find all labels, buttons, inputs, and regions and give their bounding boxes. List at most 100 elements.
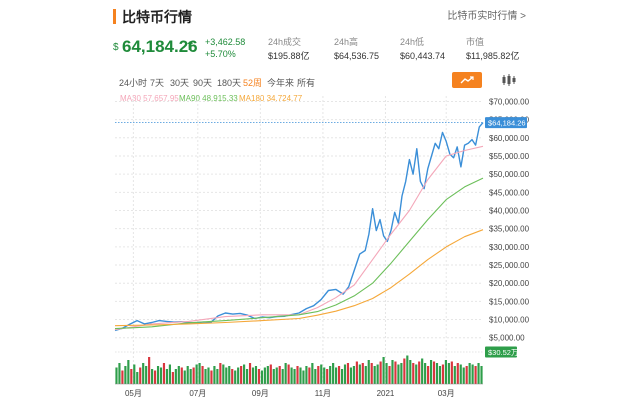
volume-bar <box>471 364 474 384</box>
volume-bar <box>326 369 329 384</box>
volume-bar <box>385 363 388 384</box>
volume-bar <box>186 366 189 384</box>
volume-bar <box>183 370 186 384</box>
volume-bar <box>204 369 207 384</box>
volume-bar <box>133 364 136 384</box>
volume-tag <box>485 346 517 358</box>
x-tick-label: 11月 <box>315 389 331 398</box>
volume-bar <box>477 363 480 384</box>
volume-bar <box>329 366 332 384</box>
volume-bar <box>400 363 403 384</box>
x-tick-label: 07月 <box>189 389 206 398</box>
y-tick-label: $45,000.00 <box>489 188 530 197</box>
volume-bar <box>124 366 127 384</box>
x-tick-label: 03月 <box>438 389 455 398</box>
current-price-label: $64,184.26 <box>488 119 526 128</box>
volume-bar <box>314 369 317 384</box>
volume-bar <box>379 361 382 384</box>
volume-bar <box>189 369 192 384</box>
tab-all[interactable]: 所有 <box>297 78 316 88</box>
series-line-ma90 <box>114 177 484 330</box>
volume-bar <box>388 366 391 384</box>
volume-bar <box>427 366 430 384</box>
tab-30d[interactable]: 30天 <box>170 78 190 88</box>
stat-market-cap: 市值 $11,985.82亿 <box>466 36 519 62</box>
volume-bar <box>156 366 160 384</box>
stat-24h-low: 24h低 $60,443.74 <box>400 36 445 62</box>
volume-bar <box>225 367 228 384</box>
volume-bar <box>266 366 269 384</box>
volume-bar <box>248 363 252 384</box>
volume-bar <box>207 367 210 384</box>
tab-52w[interactable]: 52周 <box>243 78 263 88</box>
volume-bar <box>290 367 293 384</box>
volume-bar <box>376 364 379 384</box>
y-tick-label: $5,000.00 <box>489 334 525 343</box>
volume-bar <box>162 363 166 384</box>
x-tick-label: 05月 <box>125 389 142 398</box>
volume-bar <box>293 369 296 384</box>
stat-value: $64,536.75 <box>334 51 380 61</box>
y-tick-label: $50,000.00 <box>489 170 530 179</box>
volume-bar <box>459 364 462 384</box>
ma30-legend: MA30 57,657.95 <box>120 94 179 103</box>
current-price: 64,184.26 <box>122 37 198 56</box>
price-change: +3,462.58 +5.70% <box>205 36 245 60</box>
stat-label: 市值 <box>466 37 485 47</box>
tab-24h[interactable]: 24小时 <box>119 78 148 88</box>
y-tick-label: $40,000.00 <box>489 207 530 216</box>
volume-bar <box>272 369 275 384</box>
tab-180d[interactable]: 180天 <box>217 78 242 88</box>
volume-bar <box>340 369 344 384</box>
volume-bar <box>278 366 281 384</box>
realtime-quote-link[interactable]: 比特币实时行情 > <box>447 11 526 22</box>
volume-bar <box>409 360 412 384</box>
volume-bar <box>299 367 302 384</box>
volume-bar <box>216 369 219 384</box>
volume-bar <box>121 370 124 384</box>
volume-bar <box>311 363 314 384</box>
volume-bar <box>361 363 364 384</box>
line-chart-button[interactable] <box>452 72 482 88</box>
volume-bar <box>257 369 261 384</box>
stat-24h-high: 24h高 $64,536.75 <box>334 36 379 62</box>
stat-value: $60,443.74 <box>400 51 446 61</box>
volume-bar <box>465 366 468 384</box>
volume-bar <box>263 367 266 384</box>
volume-bar <box>332 363 335 384</box>
volume-bar <box>240 366 243 384</box>
candlestick-icon <box>502 74 516 86</box>
ma90-legend: MA90 48,915.33 <box>179 94 238 103</box>
tab-90d[interactable]: 90天 <box>193 78 213 88</box>
range-tabs: 24小时 7天 30天 90天 180天 52周 今年来 所有 <box>113 72 526 90</box>
volume-bar <box>391 360 394 384</box>
volume-bar <box>177 366 180 384</box>
candlestick-button[interactable] <box>494 72 524 88</box>
volume-bar <box>468 363 471 384</box>
volume-bar <box>130 369 133 384</box>
volume-bar <box>474 366 477 384</box>
volume-bar <box>195 364 198 384</box>
volume-bar <box>432 361 436 384</box>
ma180-legend: MA180 34,724.77 <box>239 94 303 103</box>
volume-bar <box>308 367 311 384</box>
volume-bar <box>284 363 287 384</box>
volume-label: $30.52万 <box>488 348 519 357</box>
series-line-ma180 <box>114 229 484 327</box>
volume-bar <box>441 364 445 384</box>
volume-bar <box>136 372 139 384</box>
volume-bar <box>453 366 456 384</box>
volume-bar <box>424 363 427 384</box>
volume-bar <box>349 367 353 384</box>
volume-bar <box>275 367 278 384</box>
volume-bar <box>260 370 263 384</box>
title-accent-bar <box>113 9 116 24</box>
volume-bar <box>201 366 204 384</box>
volume-bar <box>444 360 447 384</box>
tab-ytd[interactable]: 今年来 <box>267 78 295 88</box>
tab-7d[interactable]: 7天 <box>150 78 165 88</box>
volume-bar <box>462 367 465 384</box>
volume-bar <box>317 366 320 384</box>
volume-bar <box>180 367 183 384</box>
volume-bar <box>421 358 424 384</box>
